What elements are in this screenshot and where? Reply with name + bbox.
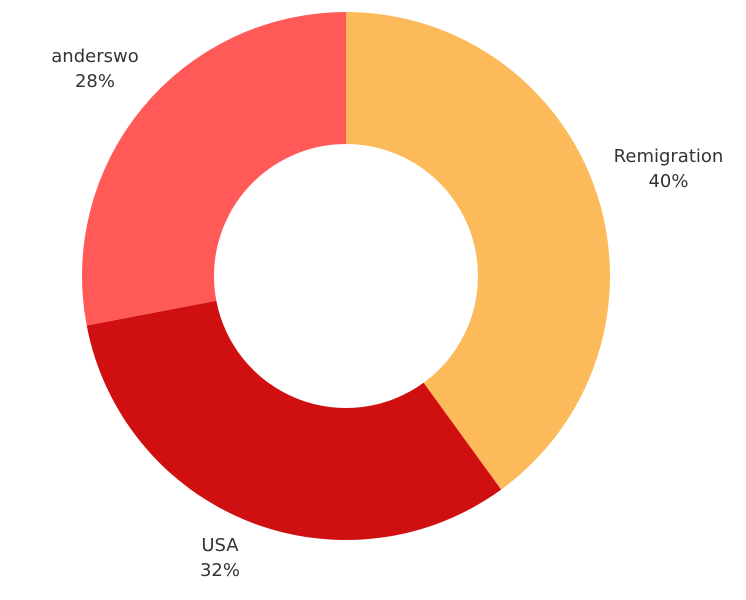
slice-name: anderswo [51,46,139,67]
slice-name: Remigration [613,146,724,167]
slice-value: 40% [648,171,689,192]
donut-slice-usa [86,300,502,540]
donut-slice-anderswo [81,12,346,326]
slice-value: 32% [199,560,240,581]
slice-value: 28% [74,71,115,92]
slice-label-anderswo: anderswo 28% [30,44,160,94]
slice-name: USA [201,535,239,556]
donut-slice-remigration [346,12,611,490]
slice-label-usa: USA 32% [175,533,265,583]
slice-label-remigration: Remigration 40% [596,144,741,194]
